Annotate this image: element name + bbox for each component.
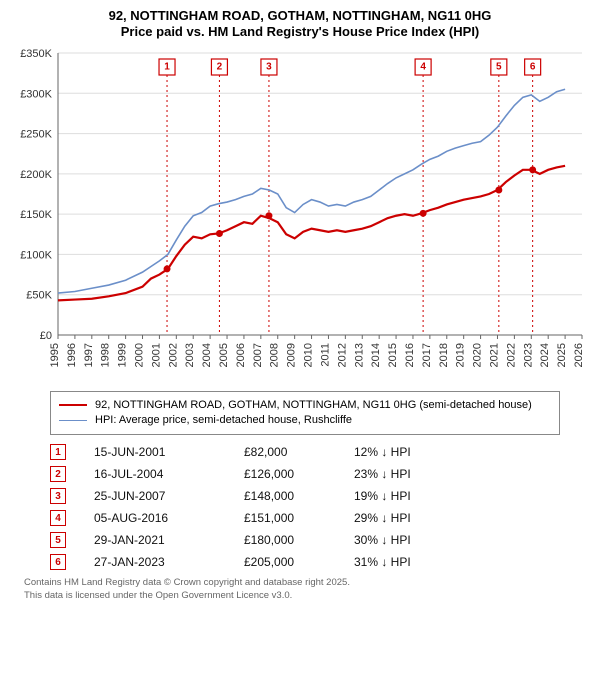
svg-text:2013: 2013 — [353, 343, 365, 367]
tx-marker: 2 — [50, 466, 66, 482]
table-row: 2 16-JUL-2004£126,00023% ↓ HPI — [50, 463, 560, 485]
svg-text:2023: 2023 — [522, 343, 534, 367]
svg-text:2026: 2026 — [573, 343, 585, 367]
svg-text:2016: 2016 — [404, 343, 416, 367]
svg-text:2009: 2009 — [286, 343, 298, 367]
legend-row-series2: HPI: Average price, semi-detached house,… — [59, 413, 551, 428]
svg-text:5: 5 — [496, 61, 502, 72]
tx-diff: 29% ↓ HPI — [354, 511, 474, 525]
svg-text:2021: 2021 — [488, 343, 500, 367]
svg-text:6: 6 — [530, 61, 536, 72]
tx-price: £148,000 — [244, 489, 354, 503]
tx-marker: 1 — [50, 444, 66, 460]
tx-price: £82,000 — [244, 445, 354, 459]
tx-diff: 23% ↓ HPI — [354, 467, 474, 481]
tx-price: £151,000 — [244, 511, 354, 525]
svg-text:2011: 2011 — [319, 343, 331, 367]
svg-text:£350K: £350K — [20, 48, 52, 60]
svg-text:£100K: £100K — [20, 249, 52, 261]
svg-text:2000: 2000 — [134, 343, 146, 367]
svg-text:2022: 2022 — [505, 343, 517, 367]
chart-title: 92, NOTTINGHAM ROAD, GOTHAM, NOTTINGHAM,… — [10, 8, 590, 41]
svg-text:1998: 1998 — [100, 343, 112, 367]
svg-text:£0: £0 — [40, 330, 52, 342]
svg-text:£150K: £150K — [20, 209, 52, 221]
tx-date: 29-JAN-2021 — [94, 533, 244, 547]
svg-text:2008: 2008 — [269, 343, 281, 367]
svg-text:1996: 1996 — [66, 343, 78, 367]
legend-label-1: 92, NOTTINGHAM ROAD, GOTHAM, NOTTINGHAM,… — [95, 398, 532, 413]
tx-price: £205,000 — [244, 555, 354, 569]
tx-diff: 31% ↓ HPI — [354, 555, 474, 569]
svg-text:2: 2 — [217, 61, 223, 72]
svg-text:2017: 2017 — [421, 343, 433, 367]
svg-text:1: 1 — [164, 61, 170, 72]
tx-marker: 5 — [50, 532, 66, 548]
svg-text:2025: 2025 — [556, 343, 568, 367]
tx-date: 16-JUL-2004 — [94, 467, 244, 481]
footer: Contains HM Land Registry data © Crown c… — [24, 577, 590, 602]
svg-text:£50K: £50K — [26, 289, 52, 301]
tx-marker: 6 — [50, 554, 66, 570]
svg-text:2001: 2001 — [150, 343, 162, 367]
chart: £0 £50K £100K £150K £200K £250K £300K £350K 1995… — [10, 45, 590, 385]
table-row: 4 05-AUG-2016£151,00029% ↓ HPI — [50, 507, 560, 529]
tx-diff: 12% ↓ HPI — [354, 445, 474, 459]
svg-text:£300K: £300K — [20, 88, 52, 100]
legend-row-series1: 92, NOTTINGHAM ROAD, GOTHAM, NOTTINGHAM,… — [59, 398, 551, 413]
svg-text:1995: 1995 — [49, 343, 61, 367]
svg-text:2014: 2014 — [370, 343, 382, 367]
tx-price: £126,000 — [244, 467, 354, 481]
svg-text:2006: 2006 — [235, 343, 247, 367]
svg-text:2024: 2024 — [539, 343, 551, 367]
svg-text:2003: 2003 — [184, 343, 196, 367]
tx-marker: 3 — [50, 488, 66, 504]
svg-text:4: 4 — [420, 61, 426, 72]
tx-marker: 4 — [50, 510, 66, 526]
tx-date: 25-JUN-2007 — [94, 489, 244, 503]
tx-diff: 19% ↓ HPI — [354, 489, 474, 503]
svg-text:1999: 1999 — [117, 343, 129, 367]
page: 92, NOTTINGHAM ROAD, GOTHAM, NOTTINGHAM,… — [0, 0, 600, 608]
tx-diff: 30% ↓ HPI — [354, 533, 474, 547]
table-row: 5 29-JAN-2021£180,00030% ↓ HPI — [50, 529, 560, 551]
tx-date: 15-JUN-2001 — [94, 445, 244, 459]
footer-line1: Contains HM Land Registry data © Crown c… — [24, 577, 590, 589]
table-row: 1 15-JUN-2001£82,00012% ↓ HPI — [50, 441, 560, 463]
transaction-table: 1 15-JUN-2001£82,00012% ↓ HPI 2 16-JUL-2004… — [50, 441, 560, 573]
legend-swatch-blue — [59, 420, 87, 421]
svg-text:£250K: £250K — [20, 128, 52, 140]
svg-text:2007: 2007 — [252, 343, 264, 367]
legend-swatch-red — [59, 404, 87, 406]
svg-text:2004: 2004 — [201, 343, 213, 367]
legend: 92, NOTTINGHAM ROAD, GOTHAM, NOTTINGHAM,… — [50, 391, 560, 436]
svg-text:2019: 2019 — [455, 343, 467, 367]
svg-text:2002: 2002 — [167, 343, 179, 367]
tx-price: £180,000 — [244, 533, 354, 547]
legend-label-2: HPI: Average price, semi-detached house,… — [95, 413, 352, 428]
svg-text:2010: 2010 — [303, 343, 315, 367]
svg-text:2020: 2020 — [472, 343, 484, 367]
title-line2: Price paid vs. HM Land Registry's House … — [10, 24, 590, 40]
table-row: 6 27-JAN-2023£205,00031% ↓ HPI — [50, 551, 560, 573]
svg-text:1997: 1997 — [83, 343, 95, 367]
svg-text:3: 3 — [266, 61, 272, 72]
svg-text:2015: 2015 — [387, 343, 399, 367]
table-row: 3 25-JUN-2007£148,00019% ↓ HPI — [50, 485, 560, 507]
chart-svg: £0 £50K £100K £150K £200K £250K £300K £350K 1995… — [10, 45, 590, 385]
svg-text:2018: 2018 — [438, 343, 450, 367]
svg-text:2005: 2005 — [218, 343, 230, 367]
footer-line2: This data is licensed under the Open Gov… — [24, 590, 590, 602]
svg-text:2012: 2012 — [336, 343, 348, 367]
title-line1: 92, NOTTINGHAM ROAD, GOTHAM, NOTTINGHAM,… — [109, 8, 492, 23]
tx-date: 27-JAN-2023 — [94, 555, 244, 569]
svg-text:£200K: £200K — [20, 168, 52, 180]
tx-date: 05-AUG-2016 — [94, 511, 244, 525]
